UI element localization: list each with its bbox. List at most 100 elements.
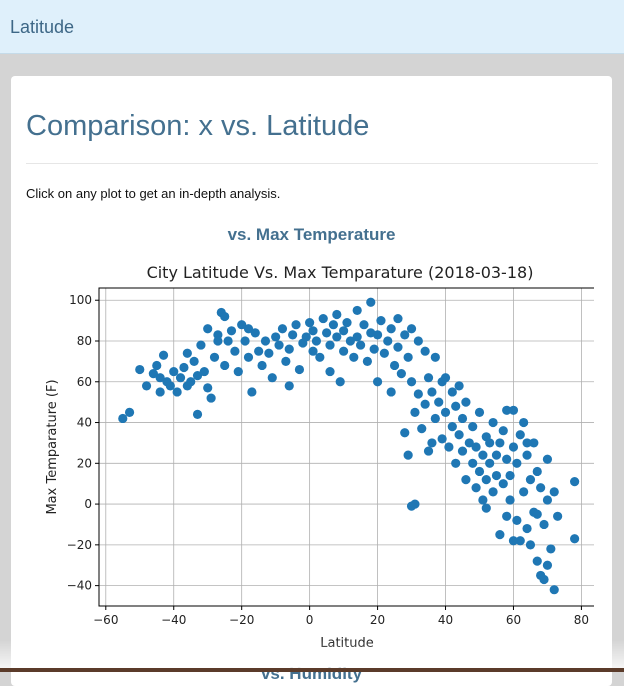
data-point <box>546 544 556 554</box>
data-point <box>257 360 267 371</box>
data-point <box>349 352 359 362</box>
data-point <box>148 369 158 379</box>
y-tick-label: 60 <box>77 375 92 389</box>
data-point <box>386 387 396 397</box>
data-point <box>522 523 532 534</box>
data-point <box>203 324 213 334</box>
data-point <box>179 362 189 373</box>
data-point <box>203 383 213 393</box>
data-point <box>359 320 369 330</box>
data-point <box>570 477 580 487</box>
max-temperature-plot[interactable]: City Latitude Vs. Max Temparature (2018-… <box>34 259 596 654</box>
data-point <box>294 364 305 375</box>
data-point <box>226 326 237 336</box>
data-point <box>481 475 491 485</box>
scatter-chart[interactable]: City Latitude Vs. Max Temparature (2018-… <box>34 259 596 654</box>
data-point <box>376 316 386 326</box>
y-tick-label: −40 <box>67 579 92 593</box>
data-point <box>372 330 383 340</box>
data-point <box>158 350 169 360</box>
data-point <box>305 318 315 328</box>
data-point <box>165 381 175 391</box>
data-point <box>522 438 532 448</box>
data-point <box>328 320 339 330</box>
data-point <box>508 405 519 415</box>
data-point <box>240 336 250 346</box>
data-point <box>288 330 298 340</box>
data-point <box>396 369 406 379</box>
data-point <box>199 366 209 377</box>
data-point <box>451 458 461 468</box>
data-point <box>522 450 532 460</box>
data-point <box>352 332 362 342</box>
data-point <box>474 466 485 477</box>
data-point <box>220 360 230 371</box>
data-point <box>223 336 233 346</box>
data-point <box>440 373 451 383</box>
y-tick-label: 100 <box>69 293 92 307</box>
data-point <box>339 346 349 356</box>
data-point <box>461 475 471 485</box>
data-point <box>135 364 145 375</box>
data-point <box>495 530 505 540</box>
data-point <box>386 324 396 334</box>
data-point <box>430 413 440 424</box>
navbar-brand[interactable]: Latitude <box>10 17 75 37</box>
data-point <box>369 344 379 354</box>
data-point <box>189 356 199 366</box>
data-point <box>118 413 128 424</box>
data-point <box>345 336 355 346</box>
data-point <box>481 503 491 513</box>
data-point <box>525 540 536 550</box>
data-point <box>291 320 301 330</box>
data-point <box>301 332 311 342</box>
data-point <box>322 328 332 338</box>
data-point <box>478 495 488 505</box>
data-point <box>352 305 362 316</box>
data-point <box>525 475 536 485</box>
data-point <box>502 454 512 464</box>
data-point <box>505 470 515 481</box>
data-point <box>186 377 196 387</box>
data-point <box>451 401 461 411</box>
data-point <box>206 393 216 403</box>
data-point <box>485 458 495 468</box>
data-point <box>243 352 254 362</box>
data-point <box>318 313 328 324</box>
window-bottom-edge <box>0 668 624 672</box>
data-point <box>461 397 471 407</box>
chart-title: City Latitude Vs. Max Temparature (2018-… <box>147 263 534 282</box>
data-point <box>379 348 389 358</box>
data-point <box>406 501 417 511</box>
data-point <box>141 381 152 391</box>
data-point <box>532 509 542 519</box>
data-point <box>339 326 349 336</box>
data-point <box>335 377 345 387</box>
data-point <box>169 366 179 377</box>
data-point <box>413 336 423 346</box>
data-point <box>471 483 481 493</box>
data-point <box>254 346 264 356</box>
data-point <box>515 430 525 440</box>
data-point <box>311 336 322 346</box>
data-point <box>155 373 165 383</box>
data-point <box>502 511 512 521</box>
data-point <box>447 422 457 432</box>
data-point <box>539 519 549 530</box>
data-point <box>220 311 230 322</box>
data-point <box>519 487 529 497</box>
data-point <box>491 470 502 481</box>
data-point <box>196 340 206 350</box>
data-point <box>457 446 468 456</box>
navbar: Latitude <box>0 0 624 54</box>
data-point <box>549 585 559 595</box>
data-point <box>247 387 257 397</box>
data-point <box>423 446 434 456</box>
data-point <box>400 330 410 340</box>
data-point <box>539 574 549 585</box>
data-point <box>508 536 519 546</box>
data-point <box>355 340 366 350</box>
data-point <box>440 407 451 417</box>
plot-heading: vs. Max Temperature <box>227 225 396 244</box>
data-point <box>389 360 400 371</box>
